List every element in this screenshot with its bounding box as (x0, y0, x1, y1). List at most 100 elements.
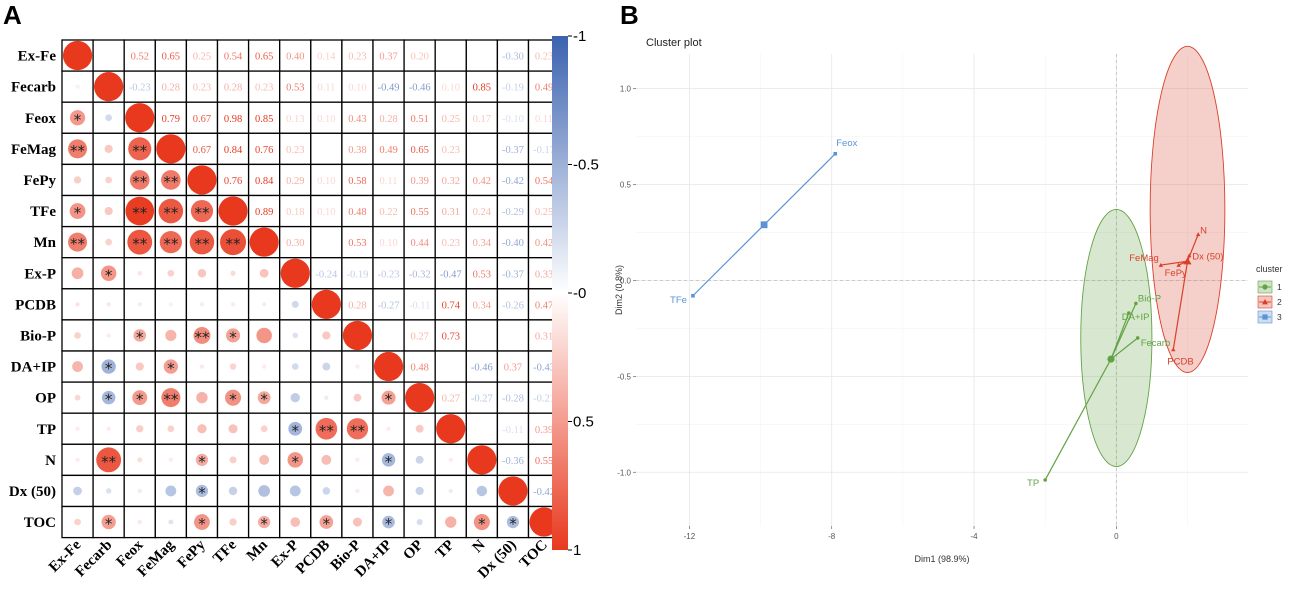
matrix-cell (372, 39, 405, 72)
legend-marker (1262, 299, 1268, 305)
coef-circle (100, 265, 117, 281)
row-label: Fecarb (11, 80, 56, 96)
matrix-cell (403, 194, 436, 228)
coef-label: 0.54 (224, 52, 243, 63)
coef-circle (129, 170, 150, 190)
coef-label: 0.67 (193, 114, 211, 125)
matrix-cell (185, 132, 219, 166)
data-point (1043, 478, 1047, 482)
matrix-cell (279, 70, 312, 103)
matrix-cell (310, 132, 343, 166)
coef-label: -0.46 (471, 363, 493, 374)
significance-star: * (198, 484, 206, 502)
coef-label: 0.10 (442, 83, 460, 94)
coef-label: 0.10 (379, 238, 397, 249)
coef-circle (68, 232, 88, 252)
significance-star: * (198, 515, 206, 533)
coef-label: 0.65 (162, 52, 180, 63)
colorbar-scale (552, 36, 568, 550)
coef-label: 0.31 (535, 331, 553, 342)
coef-label: 0.10 (348, 83, 366, 94)
coef-label: 0.27 (442, 394, 460, 405)
coef-circle (101, 514, 116, 530)
row-label: Dx (50) (9, 484, 56, 500)
coef-circle (136, 425, 144, 433)
coef-circle (355, 488, 360, 494)
matrix-cell (310, 163, 343, 197)
coef-circle (190, 199, 214, 223)
diag-circle (125, 103, 155, 133)
significance-star: * (260, 515, 268, 533)
coef-circle (168, 519, 174, 525)
matrix-cell (310, 225, 343, 259)
significance-star: * (74, 204, 82, 222)
coef-label: 0.38 (348, 145, 366, 156)
coef-label: -0.26 (502, 300, 524, 311)
matrix-cell (403, 132, 436, 166)
coef-circle (69, 203, 86, 219)
matrix-cell (154, 70, 188, 103)
x-axis-label: Dim1 (98.9%) (914, 554, 969, 564)
diag-circle (187, 165, 217, 195)
row-label: Feox (25, 111, 56, 127)
coef-label: 0.42 (473, 176, 491, 187)
coef-label: 0.79 (162, 114, 180, 125)
coef-circle (127, 229, 153, 255)
coef-circle (137, 271, 142, 276)
significance-star: * (260, 391, 268, 409)
coef-circle (132, 390, 148, 406)
coef-label: 0.24 (473, 207, 492, 218)
coef-circle (290, 392, 300, 403)
matrix-cell (465, 39, 499, 72)
diag-circle (436, 414, 466, 444)
column-label: OP (400, 537, 426, 563)
coef-label: 0.14 (317, 52, 336, 63)
colorbar-tick-label: -1 (573, 28, 586, 45)
column-label: Mn (244, 537, 272, 565)
cluster-ellipse (1149, 45, 1226, 373)
coef-label: -0.17 (533, 145, 555, 156)
coef-circle (288, 421, 303, 436)
diag-circle (342, 320, 373, 351)
significance-star: * (292, 453, 300, 471)
coef-label: 0.47 (535, 300, 553, 311)
coef-label: 0.34 (473, 238, 492, 249)
data-point (1187, 253, 1192, 258)
coef-circle (229, 518, 237, 526)
legend-label: 3 (1277, 312, 1282, 322)
coef-circle (448, 488, 453, 494)
legend-title: cluster (1256, 264, 1283, 274)
coef-label: 0.84 (255, 176, 274, 187)
coef-label: 0.39 (535, 425, 553, 436)
coef-circle (133, 329, 147, 342)
coef-circle (101, 390, 116, 405)
coef-label: 0.28 (162, 83, 180, 94)
coef-label: -0.43 (533, 363, 555, 374)
coef-label: 0.25 (535, 207, 553, 218)
coef-circle (158, 198, 184, 224)
significance-star: * (478, 515, 486, 533)
row-label: FePy (24, 173, 57, 189)
matrix-cell (465, 194, 499, 228)
cluster-star-line (1110, 337, 1139, 360)
coef-label: 0.23 (255, 83, 273, 94)
coef-circle (104, 206, 113, 216)
y-tick-label: -1.0 (617, 468, 631, 477)
significance-star: * (105, 266, 113, 284)
row-label: Ex-Fe (18, 49, 57, 65)
coef-circle (137, 302, 142, 307)
data-point (833, 151, 838, 156)
coef-circle (165, 485, 177, 497)
matrix-cell (372, 132, 405, 166)
point-label: Bio-P (1138, 293, 1161, 304)
cluster-legend: cluster 1 2 3 (1256, 264, 1283, 324)
significance-star: * (385, 515, 393, 533)
data-point (1135, 336, 1140, 340)
coef-label: 0.53 (348, 238, 366, 249)
cluster-star-line (1110, 312, 1130, 360)
coef-label: 0.20 (410, 52, 428, 63)
data-point (1134, 301, 1138, 306)
significance-star: * (385, 391, 393, 409)
significance-star: * (509, 515, 517, 533)
coef-label: -0.24 (315, 269, 338, 280)
